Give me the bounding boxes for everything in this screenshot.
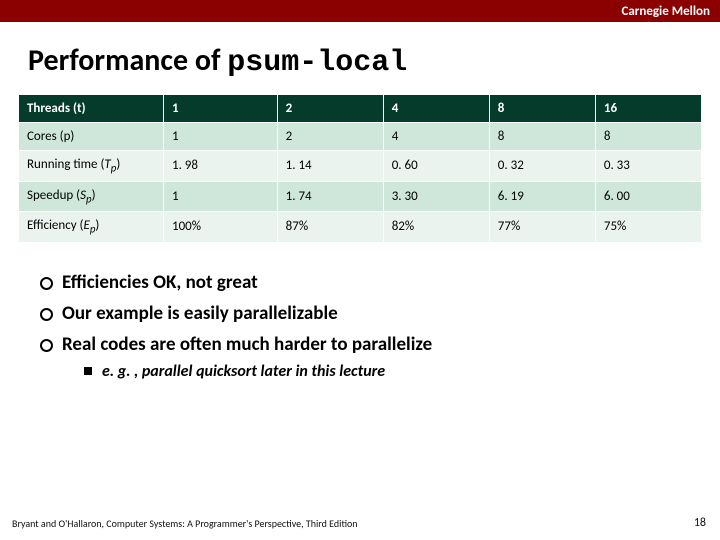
sub-bullet-item: e. g. , parallel quicksort later in this… [84, 362, 720, 381]
cell: 8 [489, 95, 595, 123]
cell: 82% [383, 212, 489, 243]
cell: 2 [277, 123, 383, 151]
table-row: Efficiency (Ep)100%87%82%77%75% [19, 212, 702, 243]
cell: 6. 19 [489, 181, 595, 212]
cell: 3. 30 [383, 181, 489, 212]
cell: 100% [164, 212, 278, 243]
cell: 6. 00 [595, 181, 701, 212]
cell: 0. 60 [383, 151, 489, 182]
row-label: Running time (Tp) [19, 151, 164, 182]
cell: 1. 98 [164, 151, 278, 182]
cell: 4 [383, 95, 489, 123]
cell: 75% [595, 212, 701, 243]
cell: 16 [595, 95, 701, 123]
cell: 8 [595, 123, 701, 151]
slide-title: Performance of psum-local [0, 22, 720, 94]
table-row: Cores (p)12488 [19, 123, 702, 151]
cell: 4 [383, 123, 489, 151]
bullet-list: Efficiencies OK, not great Our example i… [40, 271, 720, 381]
footer-citation: Bryant and O'Hallaron, Computer Systems:… [12, 517, 358, 530]
table-row: Threads (t)124816 [19, 95, 702, 123]
row-label: Cores (p) [19, 123, 164, 151]
sub-bullet-list: e. g. , parallel quicksort later in this… [84, 362, 720, 381]
performance-table: Threads (t)124816Cores (p)12488Running t… [18, 94, 702, 243]
table-row: Running time (Tp)1. 981. 140. 600. 320. … [19, 151, 702, 182]
cell: 1 [164, 181, 278, 212]
cell: 0. 32 [489, 151, 595, 182]
cell: 1 [164, 123, 278, 151]
cell: 1 [164, 95, 278, 123]
bullet-item: Our example is easily parallelizable [40, 302, 720, 325]
topbar: Carnegie Mellon [0, 0, 720, 22]
cell: 0. 33 [595, 151, 701, 182]
bullet-item: Efficiencies OK, not great [40, 271, 720, 294]
row-label: Threads (t) [19, 95, 164, 123]
cell: 1. 14 [277, 151, 383, 182]
cell: 8 [489, 123, 595, 151]
cell: 2 [277, 95, 383, 123]
page-number: 18 [694, 516, 706, 530]
row-label: Efficiency (Ep) [19, 212, 164, 243]
cell: 1. 74 [277, 181, 383, 212]
bullet-item: Real codes are often much harder to para… [40, 333, 720, 381]
table-row: Speedup (Sp)11. 743. 306. 196. 00 [19, 181, 702, 212]
title-code: psum-local [227, 46, 407, 80]
brand-text: Carnegie Mellon [621, 4, 710, 19]
title-prefix: Performance of [28, 42, 227, 79]
cell: 77% [489, 212, 595, 243]
bullet-text: Real codes are often much harder to para… [62, 333, 432, 356]
row-label: Speedup (Sp) [19, 181, 164, 212]
cell: 87% [277, 212, 383, 243]
